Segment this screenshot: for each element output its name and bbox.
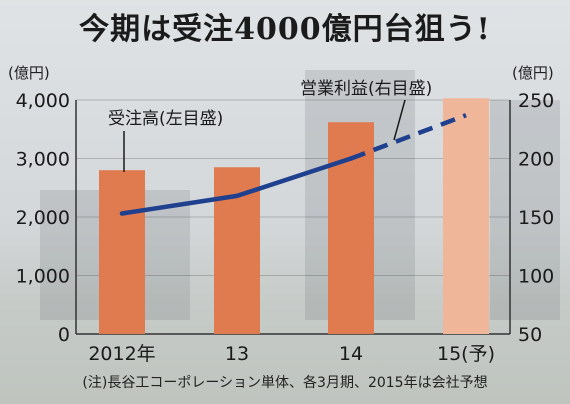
right-axis-tick-label: 250 xyxy=(518,90,554,112)
left-axis-tick-label: 1,000 xyxy=(16,266,70,288)
legend-orders: 受注高(左目盛) xyxy=(108,109,223,129)
left-axis-tick-label: 0 xyxy=(58,324,70,346)
legend-profit-leader xyxy=(393,99,406,141)
background-building xyxy=(490,100,560,320)
x-axis-tick-label: 15(予) xyxy=(437,343,495,365)
chart-title: 今期は受注4000億円台狙う! xyxy=(79,12,491,47)
right-axis-tick-label: 50 xyxy=(518,324,542,346)
chart-footnote: (注)長谷工コーポレーション単体、各3月期、2015年は会社予想 xyxy=(82,375,488,391)
left-axis-tick-label: 4,000 xyxy=(16,90,70,112)
legend-profit: 営業利益(右目盛) xyxy=(300,79,432,99)
left-axis-tick-label: 2,000 xyxy=(16,207,70,229)
right-axis-tick-label: 150 xyxy=(518,207,554,229)
bar-3 xyxy=(443,98,489,335)
profit-line-actual xyxy=(119,156,354,216)
right-axis-tick-label: 200 xyxy=(518,149,554,171)
right-axis-unit: (億円) xyxy=(512,64,554,82)
bar-0 xyxy=(99,170,145,334)
x-axis-tick-label: 2012年 xyxy=(88,343,155,365)
left-axis-tick-label: 3,000 xyxy=(16,149,70,171)
x-axis-tick-label: 14 xyxy=(339,343,363,365)
profit-line-forecast xyxy=(350,113,467,161)
bar-2 xyxy=(328,122,374,334)
right-axis-tick-label: 100 xyxy=(518,266,554,288)
x-axis-tick-label: 13 xyxy=(225,343,249,365)
left-axis-unit: (億円) xyxy=(8,64,50,82)
